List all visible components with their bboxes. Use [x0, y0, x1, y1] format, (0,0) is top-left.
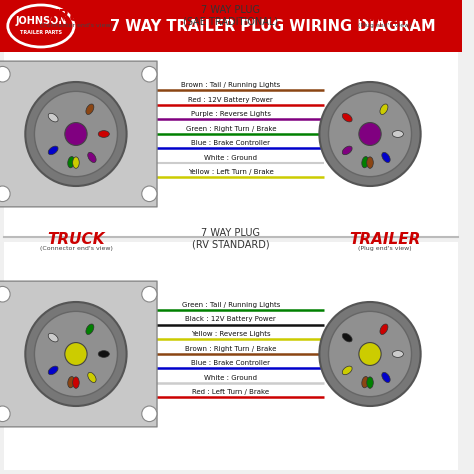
Text: Brown : Right Turn / Brake: Brown : Right Turn / Brake: [185, 346, 276, 352]
Text: 7 WAY PLUG
(RV STANDARD): 7 WAY PLUG (RV STANDARD): [192, 228, 270, 250]
Text: Green : Tail / Running Lights: Green : Tail / Running Lights: [182, 302, 280, 308]
Text: (Connector end's view): (Connector end's view): [39, 22, 112, 27]
Circle shape: [142, 66, 157, 82]
Text: Red : Left Turn / Brake: Red : Left Turn / Brake: [192, 389, 269, 395]
Ellipse shape: [342, 146, 352, 155]
Ellipse shape: [48, 366, 58, 375]
Ellipse shape: [362, 376, 369, 388]
Ellipse shape: [98, 131, 109, 137]
Ellipse shape: [86, 324, 94, 335]
Circle shape: [25, 82, 127, 186]
Text: Blue : Brake Controller: Blue : Brake Controller: [191, 140, 270, 146]
Ellipse shape: [48, 146, 58, 155]
Ellipse shape: [382, 373, 390, 383]
Ellipse shape: [342, 113, 352, 122]
Circle shape: [359, 123, 381, 146]
Ellipse shape: [367, 157, 374, 168]
Ellipse shape: [362, 156, 369, 168]
Ellipse shape: [88, 152, 96, 163]
FancyBboxPatch shape: [0, 0, 462, 52]
Text: TRAILER: TRAILER: [349, 9, 420, 24]
Circle shape: [328, 91, 411, 177]
Ellipse shape: [342, 333, 352, 342]
Text: White : Ground: White : Ground: [204, 374, 257, 381]
Circle shape: [328, 311, 411, 397]
Circle shape: [0, 286, 10, 302]
Circle shape: [0, 186, 10, 201]
Circle shape: [35, 311, 118, 397]
Ellipse shape: [392, 351, 403, 357]
Ellipse shape: [73, 157, 79, 168]
Text: Yellow : Reverse Lights: Yellow : Reverse Lights: [191, 331, 271, 337]
Ellipse shape: [380, 104, 388, 114]
Text: TRUCK: TRUCK: [47, 9, 105, 24]
Text: TRAILER PARTS: TRAILER PARTS: [20, 29, 62, 35]
Ellipse shape: [48, 333, 58, 342]
Text: Black : 12V Battery Power: Black : 12V Battery Power: [185, 317, 276, 322]
Text: JOHNSON: JOHNSON: [15, 16, 67, 26]
FancyBboxPatch shape: [4, 242, 457, 470]
Text: (Plug end's view): (Plug end's view): [358, 22, 411, 27]
Circle shape: [359, 343, 381, 365]
Text: Green : Right Turn / Brake: Green : Right Turn / Brake: [185, 126, 276, 131]
Text: (Connector end's view): (Connector end's view): [39, 246, 112, 250]
Circle shape: [25, 302, 127, 406]
Text: Purple : Reverse Lights: Purple : Reverse Lights: [191, 111, 271, 117]
Circle shape: [319, 302, 420, 406]
Circle shape: [65, 123, 87, 146]
Text: Brown : Tail / Running Lights: Brown : Tail / Running Lights: [181, 82, 281, 88]
Circle shape: [142, 286, 157, 302]
Text: 7 WAY TRAILER PLUG WIRING DIAGRAM: 7 WAY TRAILER PLUG WIRING DIAGRAM: [110, 18, 436, 34]
Text: Red : 12V Battery Power: Red : 12V Battery Power: [188, 97, 273, 102]
FancyBboxPatch shape: [4, 9, 457, 237]
Circle shape: [319, 82, 420, 186]
Ellipse shape: [73, 377, 79, 388]
Ellipse shape: [98, 351, 109, 357]
Ellipse shape: [392, 131, 403, 137]
Text: TRUCK: TRUCK: [47, 231, 105, 246]
Ellipse shape: [48, 113, 58, 122]
Text: White : Ground: White : Ground: [204, 155, 257, 161]
Circle shape: [65, 343, 87, 365]
Text: 7 WAY PLUG
(SAE TRADITIONAL): 7 WAY PLUG (SAE TRADITIONAL): [183, 5, 278, 27]
Circle shape: [0, 66, 10, 82]
Ellipse shape: [382, 152, 390, 163]
Text: (Plug end's view): (Plug end's view): [358, 246, 411, 250]
Ellipse shape: [380, 324, 388, 335]
Ellipse shape: [88, 373, 96, 383]
Ellipse shape: [68, 376, 74, 388]
Ellipse shape: [68, 156, 74, 168]
Circle shape: [35, 91, 118, 177]
Ellipse shape: [342, 366, 352, 375]
Text: Blue : Brake Controller: Blue : Brake Controller: [191, 360, 270, 366]
Circle shape: [142, 406, 157, 421]
FancyBboxPatch shape: [0, 281, 157, 427]
FancyBboxPatch shape: [0, 61, 157, 207]
Ellipse shape: [86, 104, 94, 114]
Ellipse shape: [367, 377, 374, 388]
Text: Yellow : Left Turn / Brake: Yellow : Left Turn / Brake: [188, 169, 273, 175]
Circle shape: [0, 406, 10, 421]
Text: TRAILER: TRAILER: [349, 231, 420, 246]
Circle shape: [142, 186, 157, 201]
